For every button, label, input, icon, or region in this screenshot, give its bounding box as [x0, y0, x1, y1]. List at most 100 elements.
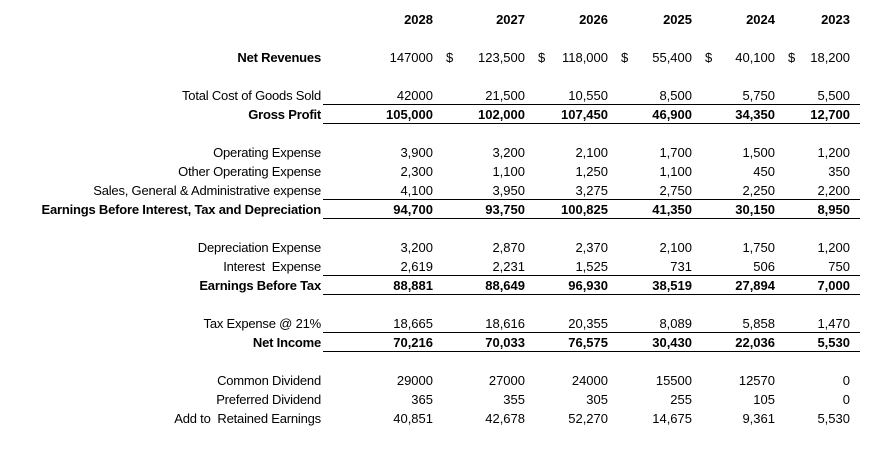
- cell-value: 21,500: [485, 87, 525, 103]
- cell-preferred-dividend-2024: 105: [702, 390, 785, 409]
- cell-sales-general-administrative-expense-2025: 2,750: [618, 181, 702, 200]
- cell-value: 30,150: [735, 201, 775, 217]
- dollar-sign: $: [621, 50, 629, 65]
- cell-value: 2,231: [492, 258, 525, 274]
- cell-value: 3,950: [492, 182, 525, 198]
- cell-sales-general-administrative-expense-2028: 4,100: [323, 181, 443, 200]
- cell-value: 1,100: [659, 164, 692, 179]
- dollar-sign: $: [788, 50, 796, 65]
- column-header-year-2028: 2028: [323, 10, 443, 29]
- cell-value: 2,370: [575, 240, 608, 255]
- cell-value: 93,750: [485, 201, 525, 217]
- cell-total-cost-of-goods-sold-2023: 5,500: [785, 86, 860, 105]
- cell-tax-expense-2026: 20,355: [535, 314, 618, 333]
- cell-total-cost-of-goods-sold-2027: 21,500: [443, 86, 535, 105]
- cell-total-cost-of-goods-sold-2026: 10,550: [535, 86, 618, 105]
- cell-net-revenues-2026: $118,000: [535, 48, 618, 67]
- cell-earnings-before-interest-tax-and-depreciation-2027: 93,750: [443, 200, 535, 219]
- cell-value: 8,500: [659, 87, 692, 103]
- year-label: 2025: [663, 12, 692, 27]
- cell-interest-expense-2027: 2,231: [443, 257, 535, 276]
- cell-value: 1,200: [817, 240, 850, 255]
- cell-other-operating-expense-2027: 1,100: [443, 162, 535, 181]
- cell-gross-profit-2026: 107,450: [535, 105, 618, 124]
- label-total-cost-of-goods-sold: Total Cost of Goods Sold: [0, 86, 323, 105]
- cell-operating-expense-2024: 1,500: [702, 143, 785, 162]
- cell-value: 1,470: [817, 315, 850, 331]
- row-label-text: Add to Retained Earnings: [174, 411, 321, 426]
- cell-earnings-before-tax-2023: 7,000: [785, 276, 860, 295]
- cell-operating-expense-2023: 1,200: [785, 143, 860, 162]
- cell-value: 18,616: [485, 315, 525, 331]
- cell-value: 3,275: [575, 182, 608, 198]
- row-label-text: Operating Expense: [213, 145, 321, 160]
- column-header-year-2025: 2025: [618, 10, 702, 29]
- cell-value: 18,665: [393, 315, 433, 331]
- label-earnings-before-interest-tax-and-depreciation: Earnings Before Interest, Tax and Deprec…: [0, 200, 323, 219]
- cell-value: 34,350: [735, 106, 775, 122]
- cell-value: 18,200: [810, 50, 850, 65]
- cell-add-to-retained-earnings-2026: 52,270: [535, 409, 618, 428]
- cell-value: 46,900: [652, 106, 692, 122]
- row-label-text: Preferred Dividend: [216, 392, 321, 407]
- cell-value: 105: [753, 392, 775, 407]
- label-depreciation-expense: Depreciation Expense: [0, 238, 323, 257]
- cell-value: 10,550: [568, 87, 608, 103]
- year-label: 2026: [579, 12, 608, 27]
- row-label-text: Net Income: [252, 335, 321, 350]
- cell-value: 305: [586, 392, 608, 407]
- row-operating-expense: Operating Expense 3,900 3,200 2,100 1,700 1,5…: [0, 143, 893, 162]
- cell-value: 22,036: [735, 334, 775, 350]
- cell-value: 42000: [396, 87, 433, 103]
- cell-add-to-retained-earnings-2028: 40,851: [323, 409, 443, 428]
- cell-value: 7,000: [817, 277, 850, 293]
- cell-gross-profit-2024: 34,350: [702, 105, 785, 124]
- cell-value: 12570: [738, 373, 775, 388]
- cell-tax-expense-2028: 18,665: [323, 314, 443, 333]
- corner-cell: [0, 10, 323, 29]
- column-header-year-2027: 2027: [443, 10, 535, 29]
- row-earnings-before-tax: Earnings Before Tax 88,881 88,649 96,930 38,…: [0, 276, 893, 295]
- cell-interest-expense-2025: 731: [618, 257, 702, 276]
- row-common-dividend: Common Dividend 29000 27000 24000 15500 12570…: [0, 371, 893, 390]
- cell-earnings-before-interest-tax-and-depreciation-2024: 30,150: [702, 200, 785, 219]
- cell-net-revenues-2028: 147000: [323, 48, 443, 67]
- cell-earnings-before-tax-2025: 38,519: [618, 276, 702, 295]
- cell-total-cost-of-goods-sold-2024: 5,750: [702, 86, 785, 105]
- cell-value: 2,750: [659, 182, 692, 198]
- cell-tax-expense-2027: 18,616: [443, 314, 535, 333]
- cell-value: 365: [411, 392, 433, 407]
- cell-add-to-retained-earnings-2025: 14,675: [618, 409, 702, 428]
- cell-interest-expense-2024: 506: [702, 257, 785, 276]
- cell-value: 1,100: [492, 164, 525, 179]
- cell-value: 76,575: [568, 334, 608, 350]
- column-header-year-2026: 2026: [535, 10, 618, 29]
- cell-preferred-dividend-2023: 0: [785, 390, 860, 409]
- cell-value: 8,950: [817, 201, 850, 217]
- cell-depreciation-expense-2024: 1,750: [702, 238, 785, 257]
- row-label-text: Total Cost of Goods Sold: [182, 88, 321, 103]
- cell-net-revenues-2027: $123,500: [443, 48, 535, 67]
- cell-value: 52,270: [568, 411, 608, 426]
- label-gross-profit: Gross Profit: [0, 105, 323, 124]
- dollar-sign: $: [538, 50, 546, 65]
- cell-total-cost-of-goods-sold-2028: 42000: [323, 86, 443, 105]
- cell-common-dividend-2027: 27000: [443, 371, 535, 390]
- cell-value: 2,100: [575, 145, 608, 160]
- cell-value: 255: [670, 392, 692, 407]
- cell-value: 4,100: [400, 182, 433, 198]
- cell-depreciation-expense-2027: 2,870: [443, 238, 535, 257]
- cell-value: 2,300: [400, 164, 433, 179]
- dollar-sign: $: [446, 50, 454, 65]
- label-net-income: Net Income: [0, 333, 323, 352]
- year-header-row: 2028 2027 2026 2025 2024 2023: [0, 10, 893, 29]
- cell-value: 70,216: [393, 334, 433, 350]
- year-label: 2028: [404, 12, 433, 27]
- cell-value: 2,100: [659, 240, 692, 255]
- label-add-to-retained-earnings: Add to Retained Earnings: [0, 409, 323, 428]
- cell-add-to-retained-earnings-2024: 9,361: [702, 409, 785, 428]
- cell-value: 94,700: [393, 201, 433, 217]
- cell-common-dividend-2028: 29000: [323, 371, 443, 390]
- cell-net-revenues-2023: $18,200: [785, 48, 860, 67]
- cell-operating-expense-2026: 2,100: [535, 143, 618, 162]
